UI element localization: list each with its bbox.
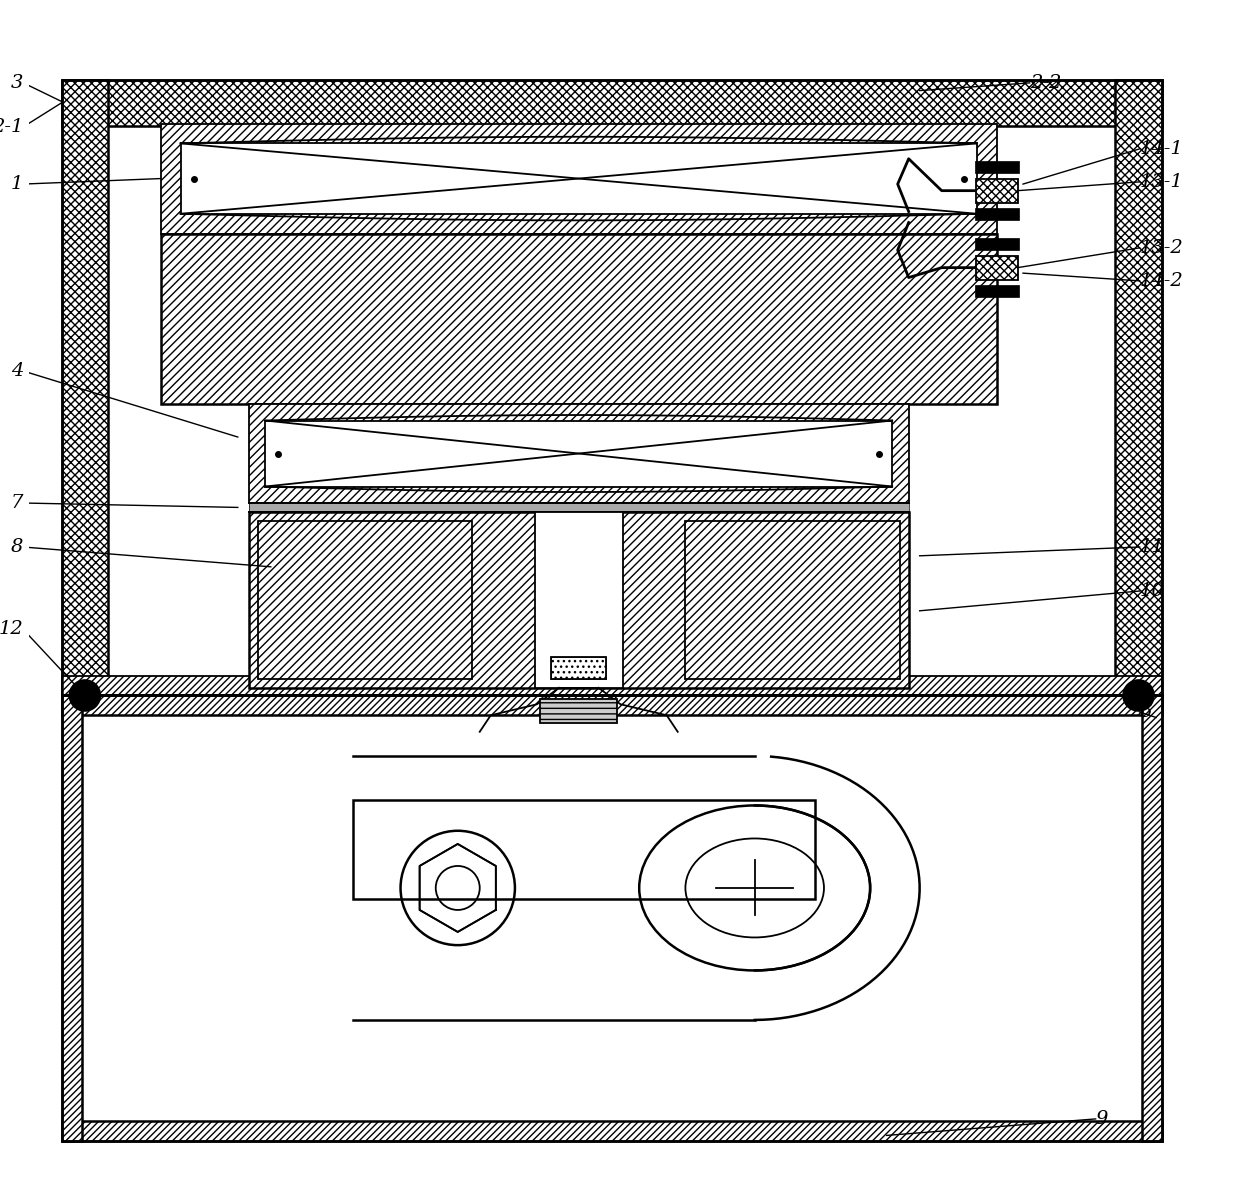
Text: 1: 1 <box>11 175 24 193</box>
Bar <box>534 512 622 688</box>
Text: 10: 10 <box>1140 582 1164 600</box>
Text: 8: 8 <box>11 538 24 556</box>
Bar <box>62 695 82 1141</box>
Bar <box>249 404 909 504</box>
Bar <box>62 676 1162 695</box>
Text: 14-2: 14-2 <box>1140 272 1183 290</box>
Bar <box>62 79 1162 695</box>
Bar <box>353 800 815 900</box>
Bar <box>108 125 1116 676</box>
Bar <box>541 699 618 723</box>
Text: 12: 12 <box>0 621 24 638</box>
Bar <box>249 504 909 512</box>
Bar <box>976 255 1018 280</box>
Text: 4: 4 <box>11 362 24 381</box>
Bar <box>975 238 1018 251</box>
Bar <box>249 504 909 512</box>
Bar <box>62 1121 1162 1141</box>
Text: 3: 3 <box>11 74 24 92</box>
Bar <box>1116 79 1162 695</box>
Bar <box>161 124 997 234</box>
Bar <box>975 161 1018 173</box>
Bar <box>62 695 1162 1141</box>
Bar <box>82 715 1142 1121</box>
Text: 14-1: 14-1 <box>1140 139 1183 158</box>
Text: 11: 11 <box>1140 538 1164 556</box>
Text: 9: 9 <box>1096 1110 1109 1128</box>
Circle shape <box>69 680 100 710</box>
Text: 7: 7 <box>11 494 24 512</box>
Bar <box>552 657 606 678</box>
Bar <box>161 234 997 404</box>
Bar <box>1142 695 1162 1141</box>
Bar <box>265 421 892 487</box>
Bar <box>552 657 606 678</box>
Bar <box>975 285 1018 298</box>
Bar <box>258 520 472 678</box>
Bar <box>62 695 1162 715</box>
Bar <box>686 520 900 678</box>
Bar <box>181 143 977 214</box>
Bar <box>249 512 909 688</box>
Text: 2-1: 2-1 <box>0 118 24 136</box>
Text: 6: 6 <box>1140 703 1152 721</box>
Bar <box>62 79 108 695</box>
Bar <box>975 208 1018 220</box>
Text: 13-1: 13-1 <box>1140 173 1183 190</box>
Circle shape <box>1123 680 1154 710</box>
Bar <box>62 79 1162 125</box>
Bar <box>976 178 1018 203</box>
Text: 2-2: 2-2 <box>1029 74 1061 92</box>
Text: 13-2: 13-2 <box>1140 239 1183 256</box>
